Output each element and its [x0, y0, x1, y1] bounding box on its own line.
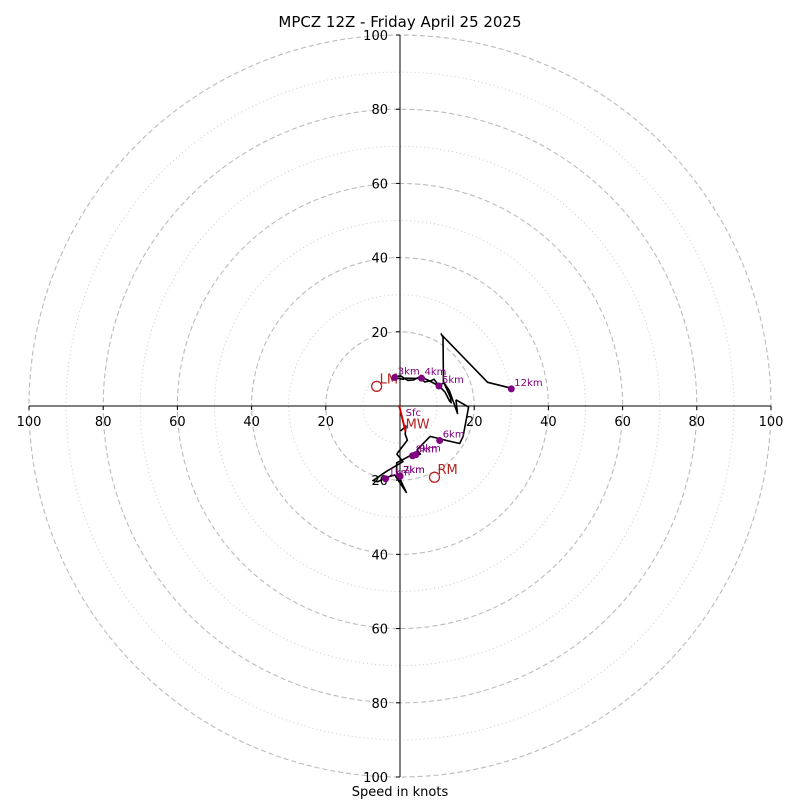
height-marker-12km [507, 385, 515, 393]
height-label-4km: 4km [425, 367, 447, 378]
tick-label: 100 [759, 415, 784, 430]
height-label-8km: 8km [416, 445, 438, 456]
height-label-5km: 5km [442, 375, 464, 386]
height-label-12km: 12km [514, 378, 542, 389]
height-marker-3km [391, 373, 399, 381]
tick-label: 40 [371, 252, 388, 267]
height-marker-6km [436, 437, 444, 445]
tick-label: 80 [371, 697, 388, 712]
height-marker-4km [418, 374, 426, 382]
lm-storm-motion-marker [370, 380, 383, 392]
tick-label: 60 [371, 177, 388, 192]
tick-label: 40 [371, 548, 388, 563]
tick-label: 80 [95, 415, 112, 430]
tick-label: 20 [466, 415, 483, 430]
tick-label: 40 [243, 415, 260, 430]
height-marker-7km [396, 472, 404, 480]
height-label-2km: 2km [403, 465, 425, 476]
rm-storm-motion-label: RM [438, 463, 458, 478]
x-axis-label: Speed in knots [352, 785, 449, 800]
height-label-9km: 9km [419, 444, 441, 455]
height-marker-9km [412, 451, 420, 459]
mw-storm-motion-label: MW [406, 418, 430, 433]
mean-wind-vector [398, 405, 407, 432]
tick-label: 20 [318, 415, 335, 430]
height-label-6km: 6km [443, 430, 465, 441]
tick-label: 40 [540, 415, 557, 430]
chart-title: MPCZ 12Z - Friday April 25 2025 [278, 13, 521, 31]
height-marker-5km [435, 382, 443, 390]
hodograph-line [372, 333, 512, 494]
tick-label: 60 [371, 623, 388, 638]
tick-label: 20 [371, 326, 388, 341]
tick-label: 100 [17, 415, 42, 430]
height-label-7km: 7km [403, 465, 425, 476]
height-markers: Sfc1km2km3km4km5km6km7km8km9km12km [382, 366, 543, 483]
height-label-3km: 3km [398, 366, 420, 377]
tick-label: 80 [371, 103, 388, 118]
tick-label: 80 [689, 415, 706, 430]
wind-profile [372, 333, 512, 494]
tick-label: 60 [169, 415, 186, 430]
height-marker-1km [382, 475, 390, 483]
tick-label: 100 [363, 29, 388, 44]
height-label-sfc: Sfc [406, 408, 421, 419]
tick-label: 60 [614, 415, 631, 430]
rm-storm-motion-marker [428, 471, 441, 483]
tick-label: 100 [363, 771, 388, 786]
